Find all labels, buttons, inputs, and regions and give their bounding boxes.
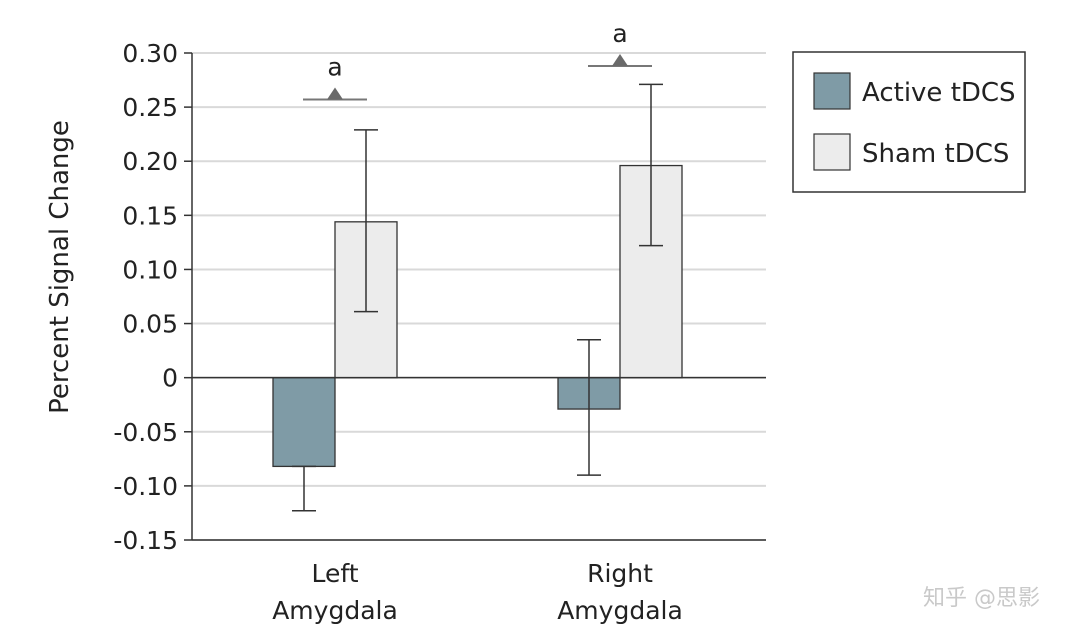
significance-label: a (327, 53, 342, 82)
legend: Active tDCS Sham tDCS (792, 51, 1026, 193)
bars (272, 164, 683, 468)
y-tick-label: -0.15 (113, 526, 178, 555)
y-tick-label: 0.20 (122, 147, 178, 176)
watermark: 知乎 @思影 (923, 586, 1040, 611)
axes (191, 53, 766, 541)
significance-triangle (327, 87, 343, 100)
y-tick-label: -0.10 (113, 472, 178, 501)
y-axis-title: Percent Signal Change (45, 120, 75, 414)
legend-label-active: Active tDCS (862, 78, 1016, 108)
y-tick-label: 0.10 (122, 255, 178, 284)
y-tick-label: 0.30 (122, 39, 178, 68)
x-tick-labels: Left Amygdala Right Amygdala (272, 559, 683, 625)
x-tick-label-line2: Amygdala (272, 596, 398, 625)
x-tick-label-line2: Amygdala (557, 596, 683, 625)
significance-label: a (612, 19, 627, 48)
error-bars (292, 83, 663, 512)
y-tick-label: 0.05 (122, 310, 178, 339)
y-tick-label: 0.15 (122, 201, 178, 230)
y-tick-label: 0.25 (122, 93, 178, 122)
significance-triangle (612, 53, 628, 66)
y-tick-label: 0 (162, 364, 178, 393)
legend-swatch-sham (813, 133, 851, 171)
legend-label-sham: Sham tDCS (862, 139, 1009, 169)
y-tick-label: -0.05 (113, 418, 178, 447)
x-tick-label-line1: Left (311, 559, 358, 588)
y-tick-labels: 0.30 0.25 0.20 0.15 0.10 0.05 0 -0.05 -0.10 -0.15 (113, 39, 192, 555)
significance-markers: aa (303, 19, 652, 101)
legend-swatch-active (813, 72, 851, 110)
bar-active (272, 377, 336, 468)
x-tick-label-line1: Right (587, 559, 653, 588)
